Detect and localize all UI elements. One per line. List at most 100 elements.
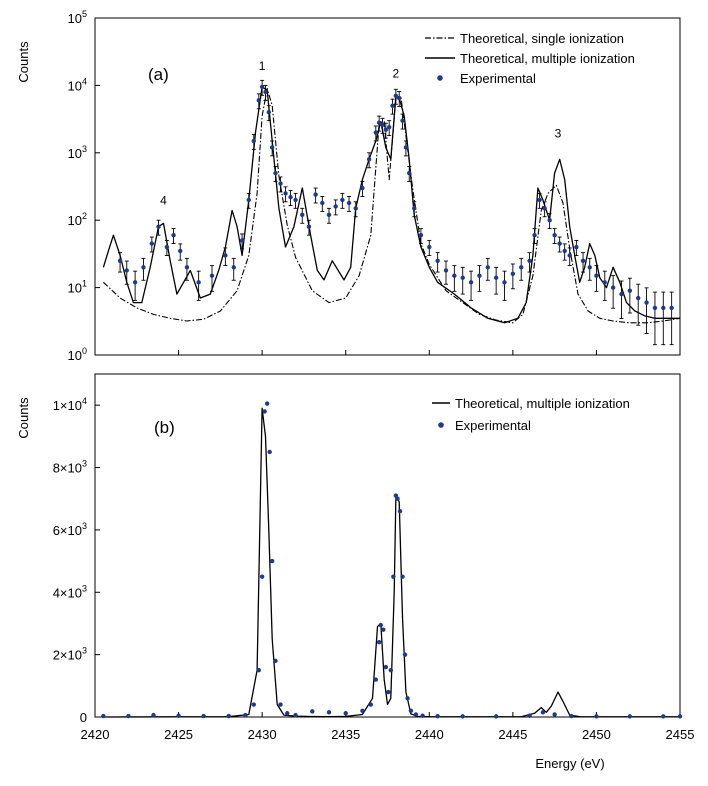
- legend-a-item-3: Experimental: [460, 71, 536, 86]
- panel-a-ylabel: Counts: [16, 41, 31, 83]
- data-point: [273, 170, 278, 176]
- data-point: [405, 696, 410, 701]
- data-point: [485, 265, 490, 270]
- panel-a-plot: [102, 79, 681, 346]
- data-point: [126, 713, 131, 719]
- x-axis-title: Energy (eV): [535, 756, 604, 771]
- data-point: [259, 574, 265, 579]
- panel-a-x-axis: [94, 350, 681, 355]
- legend-b-point-swatch: [438, 422, 444, 428]
- y-tick-label: 2×103: [53, 646, 87, 663]
- data-point: [540, 710, 546, 715]
- data-point: [239, 238, 245, 243]
- data-point: [267, 449, 272, 455]
- data-point: [580, 258, 586, 263]
- data-point: [391, 574, 396, 579]
- data-point: [346, 200, 352, 206]
- panel-a-y-axis: 100 101 102 103 104 105: [68, 9, 100, 363]
- data-point: [196, 280, 201, 285]
- data-point: [300, 212, 305, 218]
- data-point: [395, 496, 400, 501]
- y-tick-label: 1×104: [53, 396, 87, 413]
- data-point: [171, 232, 176, 238]
- data-point: [460, 275, 465, 280]
- data-point: [435, 258, 440, 263]
- y-tick-label: 4×103: [53, 583, 87, 600]
- data-point: [477, 273, 482, 278]
- y-tick-label: 104: [68, 76, 87, 93]
- data-point: [493, 714, 499, 719]
- data-point: [390, 103, 395, 108]
- data-point: [400, 118, 405, 123]
- data-point: [547, 218, 552, 223]
- data-point: [418, 232, 424, 238]
- data-point: [273, 658, 278, 664]
- data-point: [124, 268, 129, 273]
- data-point: [378, 622, 384, 628]
- data-point: [388, 668, 394, 673]
- data-point: [269, 145, 275, 150]
- data-point: [397, 509, 403, 514]
- data-point: [231, 265, 236, 270]
- data-point: [353, 206, 358, 211]
- panel-b-legend: Theoretical, multiple ionization Experim…: [432, 396, 630, 433]
- data-point: [376, 120, 382, 125]
- data-point: [373, 677, 378, 682]
- x-tick-label: 2455: [666, 727, 695, 742]
- data-point: [413, 712, 419, 717]
- panel-b-x-axis: 2420 2425 2430 2435 2440 2445 2450 2455: [81, 712, 695, 742]
- data-point: [373, 130, 378, 135]
- data-point: [262, 409, 267, 414]
- data-point: [502, 280, 507, 285]
- data-point: [381, 627, 386, 632]
- panel-a-legend: Theoretical, single ionization Theoretic…: [425, 31, 635, 86]
- legend-a-item-2: Theoretical, multiple ionization: [460, 51, 635, 66]
- data-point: [412, 206, 417, 211]
- data-point: [156, 224, 161, 229]
- data-point: [567, 253, 572, 258]
- data-point: [278, 181, 283, 186]
- data-point: [256, 98, 261, 103]
- data-point: [408, 708, 414, 713]
- data-point: [552, 712, 557, 717]
- data-point: [178, 248, 183, 254]
- series-experimental: [101, 401, 683, 719]
- peak-label: 2: [393, 67, 400, 81]
- peak-label: 1: [259, 59, 266, 73]
- y-tick-label: 6×103: [53, 521, 87, 538]
- data-point: [652, 305, 658, 311]
- data-point: [360, 708, 365, 713]
- data-point: [537, 197, 542, 203]
- data-point: [340, 197, 345, 203]
- data-point: [266, 110, 272, 115]
- data-point: [420, 713, 425, 718]
- data-point: [602, 280, 607, 285]
- data-point: [132, 280, 138, 285]
- data-point: [141, 265, 146, 270]
- data-point: [661, 305, 666, 311]
- data-point: [326, 212, 332, 218]
- data-point: [569, 713, 574, 719]
- data-point: [594, 714, 599, 719]
- data-point: [184, 265, 190, 270]
- panel-a-peak-labels: 1 2 3 4: [160, 59, 561, 208]
- data-point: [627, 714, 633, 719]
- data-point: [278, 702, 283, 707]
- data-point: [383, 127, 389, 132]
- data-point: [460, 714, 465, 719]
- data-point: [283, 191, 288, 196]
- data-point: [101, 713, 106, 719]
- data-point: [677, 714, 683, 719]
- data-point: [427, 244, 432, 250]
- data-point: [201, 713, 206, 719]
- data-point: [519, 265, 524, 270]
- series-single-ionization: [103, 87, 681, 324]
- data-point: [383, 664, 389, 670]
- data-point: [251, 702, 256, 707]
- x-tick-label: 2420: [81, 727, 110, 742]
- data-point: [333, 204, 338, 209]
- data-point: [285, 711, 290, 716]
- data-point: [209, 273, 215, 278]
- y-tick-label: 100: [68, 346, 87, 363]
- data-point: [293, 197, 298, 203]
